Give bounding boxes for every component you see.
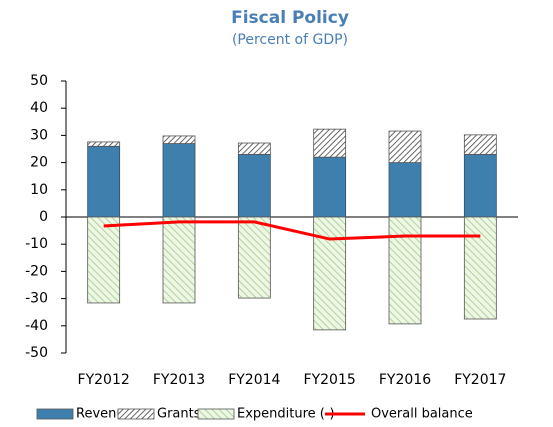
bar — [388, 162, 422, 218]
x-tick-label: FY2014 — [228, 372, 280, 388]
bar — [313, 156, 347, 218]
x-tick-label: FY2012 — [78, 372, 130, 388]
bar — [162, 135, 196, 144]
legend-label: Expenditure (-) — [237, 407, 335, 422]
bar — [463, 216, 497, 320]
x-tick-label: FY2013 — [153, 372, 205, 388]
legend-swatch — [117, 408, 155, 420]
legend-swatch — [36, 408, 74, 420]
x-tick-label: FY2016 — [379, 372, 431, 388]
bar — [162, 216, 196, 304]
bar — [87, 141, 121, 147]
line — [103, 220, 481, 241]
x-tick-label: FY2015 — [304, 372, 356, 388]
y-tick-label: -10 — [25, 236, 48, 252]
legend-swatch — [197, 408, 235, 420]
y-tick-label: 40 — [30, 100, 48, 116]
bar — [313, 128, 347, 158]
y-tick-label: -50 — [25, 345, 48, 361]
chart-title: Fiscal Policy — [231, 8, 349, 28]
y-tick-label: 50 — [30, 73, 48, 89]
y-tick-label: -30 — [25, 291, 48, 307]
y-tick-label: 10 — [30, 182, 48, 198]
bar — [237, 142, 271, 155]
bar — [388, 130, 422, 164]
bar — [87, 145, 121, 218]
bar — [87, 216, 121, 304]
bar — [162, 143, 196, 218]
y-tick-label: 30 — [30, 127, 48, 143]
y-tick-label: 20 — [30, 155, 48, 171]
legend-label: Grants — [157, 407, 201, 422]
bar — [237, 154, 271, 218]
y-tick-label: -20 — [25, 263, 48, 279]
chart-subtitle: (Percent of GDP) — [232, 32, 348, 48]
bar — [237, 216, 271, 299]
bar — [388, 216, 422, 325]
bar — [463, 134, 497, 155]
legend-label: Overall balance — [371, 407, 473, 422]
bar — [313, 216, 347, 331]
x-tick-label: FY2017 — [454, 372, 506, 388]
y-tick-label: 0 — [39, 209, 48, 225]
y-tick-label: -40 — [25, 318, 48, 334]
bar — [463, 154, 497, 218]
